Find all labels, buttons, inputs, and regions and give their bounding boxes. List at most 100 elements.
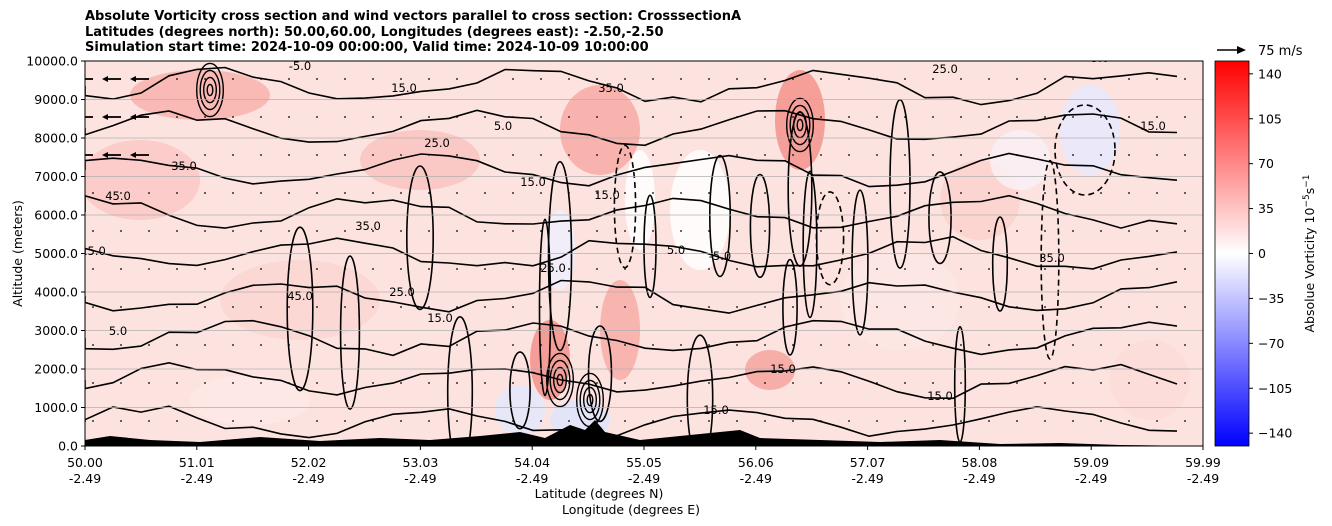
wind-vector	[204, 78, 206, 80]
wind-vector	[1128, 116, 1130, 118]
y-tick-label: 4000.0	[34, 285, 78, 300]
wind-vector	[960, 116, 962, 118]
wind-vector	[400, 154, 402, 156]
wind-vector	[708, 78, 710, 80]
wind-vector	[148, 306, 150, 308]
wind-vector	[596, 268, 598, 270]
wind-vector	[764, 382, 766, 384]
wind-vector	[708, 382, 710, 384]
wind-vector	[316, 78, 318, 80]
wind-vector	[484, 230, 486, 232]
wind-vector	[1016, 192, 1018, 194]
wind-vector	[540, 268, 542, 270]
y-tick-label: 6000.0	[34, 208, 78, 223]
wind-vector	[176, 382, 178, 384]
wind-vector	[988, 78, 990, 80]
wind-vector	[848, 192, 850, 194]
contour-line	[85, 319, 1178, 357]
wind-vector	[652, 344, 654, 346]
wind-vector	[708, 192, 710, 194]
contour-line	[85, 109, 1178, 147]
wind-vector	[624, 230, 626, 232]
wind-vector-head	[130, 152, 136, 158]
x-tick-lat: 53.03	[403, 455, 439, 470]
wind-vector	[736, 154, 738, 156]
wind-vector	[568, 116, 570, 118]
wind-vector	[344, 306, 346, 308]
x-tick-lat: 59.09	[1073, 455, 1109, 470]
wind-vector-head	[74, 114, 80, 120]
wind-vector	[1100, 306, 1102, 308]
wind-vector	[932, 268, 934, 270]
wind-vector	[1156, 382, 1158, 384]
contour-loop	[446, 316, 474, 446]
wind-vector	[372, 306, 374, 308]
wind-vector	[820, 154, 822, 156]
wind-vector	[148, 344, 150, 346]
wind-vector	[708, 116, 710, 118]
wind-vector	[848, 382, 850, 384]
quiver-key-arrow	[1237, 46, 1246, 54]
wind-vector	[484, 154, 486, 156]
contour-label: 15.0	[703, 403, 729, 417]
wind-vector	[624, 306, 626, 308]
wind-vector	[428, 192, 430, 194]
wind-vector	[792, 344, 794, 346]
wind-vector	[260, 306, 262, 308]
x-tick-lat: 50.00	[67, 455, 103, 470]
field-patch	[1060, 85, 1120, 175]
wind-vector	[540, 116, 542, 118]
wind-vector	[876, 382, 878, 384]
wind-vector	[1044, 344, 1046, 346]
contour-loop	[405, 165, 434, 311]
wind-vector	[820, 344, 822, 346]
wind-vector	[904, 192, 906, 194]
wind-vector	[484, 382, 486, 384]
colorbar-tick-label: −105	[1258, 381, 1292, 396]
wind-vector	[1016, 420, 1018, 422]
contour-line	[85, 152, 1178, 188]
wind-vector	[1184, 78, 1186, 80]
wind-vector	[708, 306, 710, 308]
wind-vector	[232, 344, 234, 346]
wind-vector	[232, 306, 234, 308]
wind-vector	[148, 382, 150, 384]
wind-vector	[176, 306, 178, 308]
wind-vector	[232, 230, 234, 232]
wind-vector	[568, 154, 570, 156]
wind-vector	[988, 268, 990, 270]
contour-label: 25.0	[540, 261, 566, 275]
wind-vector	[512, 268, 514, 270]
wind-vector	[1184, 382, 1186, 384]
wind-vector	[288, 344, 290, 346]
wind-vector	[848, 78, 850, 80]
contour-label: 25.0	[424, 136, 450, 150]
wind-vector	[484, 268, 486, 270]
wind-vector	[568, 382, 570, 384]
wind-vector	[484, 78, 486, 80]
wind-vector	[1044, 420, 1046, 422]
wind-vector	[596, 230, 598, 232]
wind-vector	[652, 154, 654, 156]
wind-vector	[176, 230, 178, 232]
wind-vector	[904, 306, 906, 308]
wind-vector	[792, 154, 794, 156]
field-patch	[1110, 340, 1190, 420]
contour-label: 15.0	[594, 188, 620, 202]
wind-vector	[120, 306, 122, 308]
quiver-key: 75 m/s	[1217, 44, 1303, 59]
wind-vector	[652, 306, 654, 308]
wind-vector	[988, 154, 990, 156]
wind-vector	[372, 230, 374, 232]
wind-vector	[148, 420, 150, 422]
wind-vector	[1156, 192, 1158, 194]
wind-vector	[372, 116, 374, 118]
field-patch	[545, 210, 575, 290]
wind-vector	[400, 116, 402, 118]
contour-line	[85, 279, 1178, 314]
wind-vector	[316, 306, 318, 308]
wind-vector	[876, 420, 878, 422]
wind-vector	[1072, 268, 1074, 270]
wind-vector	[344, 420, 346, 422]
